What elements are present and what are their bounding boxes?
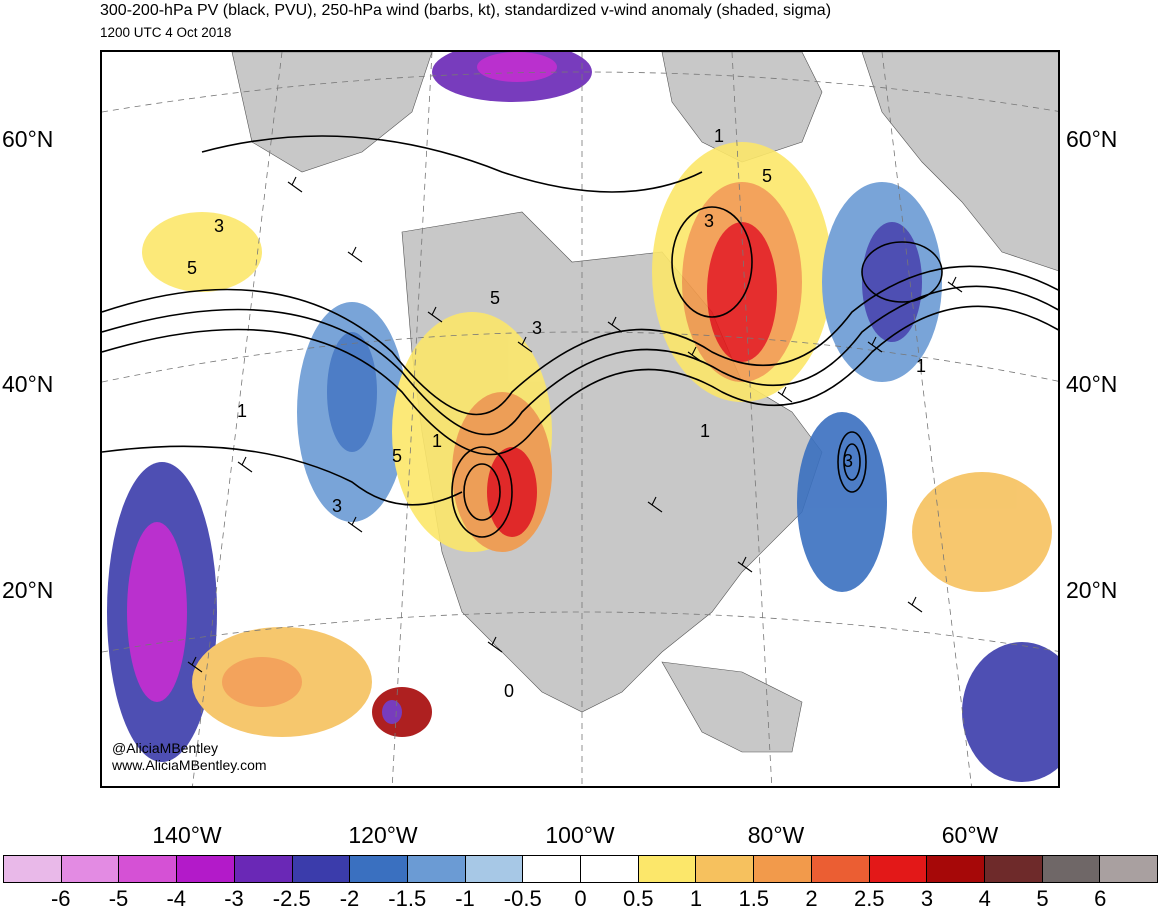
lon-label-100w: 100°W: [545, 822, 615, 848]
contour-label: 1: [432, 431, 442, 451]
colorbar-label: -3: [224, 886, 244, 911]
colorbar-swatch: [811, 856, 870, 882]
colorbar-swatch: [177, 856, 235, 882]
lat-label-left-20: 20°N: [2, 577, 54, 603]
colorbar-label: 2.5: [853, 886, 885, 911]
contour-label: 5: [392, 446, 402, 466]
colorbar-swatch: [407, 856, 466, 882]
colorbar-swatch: [4, 856, 62, 882]
contour-label: 3: [532, 318, 542, 338]
colorbar-swatch: [234, 856, 293, 882]
colorbar-swatch: [638, 856, 697, 882]
lat-label-left-60: 60°N: [2, 126, 54, 152]
colorbar-label: 6: [1094, 886, 1107, 911]
contour-label: 5: [762, 166, 772, 186]
pv-contours: [102, 135, 1058, 538]
lat-label-right-20: 20°N: [1066, 577, 1118, 603]
colorbar-swatch: [523, 856, 582, 882]
colorbar-swatch: [696, 856, 755, 882]
colorbar-label: -5: [108, 886, 129, 911]
colorbar-swatch: [1042, 856, 1101, 882]
map-canvas: 5 3 5 3 1 1 5 3 3 1 5 1 1 3 0: [102, 52, 1058, 786]
colorbar-swatch: [350, 856, 408, 882]
colorbar-label: 3: [920, 886, 934, 911]
lon-label-120w: 120°W: [348, 822, 418, 848]
lon-label-140w: 140°W: [152, 822, 222, 848]
colorbar-swatch: [754, 856, 812, 882]
colorbar-swatch: [581, 856, 639, 882]
map-panel: 5 3 5 3 1 1 5 3 3 1 5 1 1 3 0 @AliciaMBe…: [100, 50, 1060, 788]
contour-label: 3: [843, 451, 853, 471]
lat-label-right-40: 40°N: [1066, 371, 1118, 397]
colorbar-swatch: [1100, 856, 1158, 882]
colorbar-label: 2: [805, 886, 818, 911]
colorbar-label: -2: [339, 886, 360, 911]
contour-label: 1: [916, 356, 926, 376]
colorbar-label: 4: [978, 886, 991, 911]
colorbar-label: -4: [166, 886, 187, 911]
colorbar-label: 0: [574, 886, 587, 911]
wind-barbs: [187, 176, 963, 673]
colorbar-label: 5: [1036, 886, 1049, 911]
colorbar-swatch: [61, 856, 120, 882]
lat-label-left-40: 40°N: [2, 371, 54, 397]
valid-time: 1200 UTC 4 Oct 2018: [100, 25, 232, 40]
contour-label-group: 5 3 5 3 1 1 5 3 3 1 5 1 1 3 0: [187, 126, 926, 701]
contour-label: 1: [237, 401, 247, 421]
map-title: 300-200-hPa PV (black, PVU), 250-hPa win…: [100, 2, 832, 19]
colorbar-swatch: [119, 856, 178, 882]
contour-label: 1: [700, 421, 710, 441]
colorbar-label: -1.5: [388, 886, 427, 911]
contour-label: 5: [187, 258, 197, 278]
lon-label-80w: 80°W: [747, 822, 805, 848]
colorbar-label: 1.5: [738, 886, 770, 911]
colorbar-swatch: [292, 856, 351, 882]
colorbar-label: -1: [455, 886, 475, 911]
contour-label: 3: [704, 211, 714, 231]
contour-label: 5: [490, 288, 500, 308]
contour-label: 3: [332, 496, 342, 516]
colorbar-swatch: [984, 856, 1043, 882]
colorbar-label: -0.5: [503, 886, 542, 911]
colorbar-label: -2.5: [272, 886, 311, 911]
colorbar-swatch: [465, 856, 524, 882]
colorbar-swatch: [927, 856, 985, 882]
colorbar-label: 1: [689, 886, 703, 911]
lat-label-right-60: 60°N: [1066, 126, 1118, 152]
colorbar-swatch: [869, 856, 928, 882]
colorbar-label: -6: [50, 886, 71, 911]
credit-handle: @AliciaMBentley: [112, 740, 219, 756]
colorbar-label: 0.5: [622, 886, 654, 911]
colorbar: [3, 855, 1158, 883]
credit-url: www.AliciaMBentley.com: [112, 757, 267, 773]
contour-label: 1: [714, 126, 724, 146]
contour-label: 3: [214, 216, 224, 236]
graticule: [102, 52, 1058, 786]
contour-label: 0: [504, 681, 514, 701]
lon-label-60w: 60°W: [941, 822, 999, 848]
